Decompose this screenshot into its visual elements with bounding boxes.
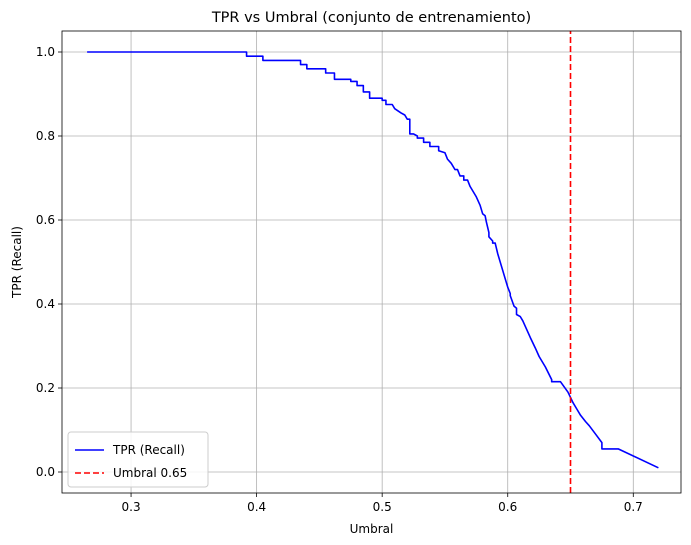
y-tick-label: 0.0 (36, 465, 55, 479)
chart-title: TPR vs Umbral (conjunto de entrenamiento… (211, 10, 531, 26)
series-line-tpr (87, 51, 659, 469)
legend: TPR (Recall) Umbral 0.65 (67, 431, 209, 488)
y-tick-label: 0.4 (36, 297, 55, 311)
y-tick-label: 0.2 (36, 381, 55, 395)
y-axis-title: TPR (Recall) (10, 226, 24, 299)
ticks: 0.3 0.4 0.5 0.6 0.7 0.0 0.2 0.4 0.6 0.8 1.0 (36, 45, 643, 514)
x-tick-label: 0.5 (373, 500, 392, 514)
x-tick-label: 0.7 (624, 500, 643, 514)
x-tick-label: 0.4 (247, 500, 266, 514)
y-tick-label: 1.0 (36, 45, 55, 59)
series-layer (87, 31, 659, 493)
grid (62, 31, 681, 493)
legend-label-threshold: Umbral 0.65 (113, 466, 187, 480)
x-axis-title: Umbral (350, 522, 394, 536)
y-tick-label: 0.8 (36, 129, 55, 143)
legend-label-tpr: TPR (Recall) (112, 443, 185, 457)
plot-frame (61, 30, 682, 494)
x-tick-label: 0.6 (498, 500, 517, 514)
y-tick-label: 0.6 (36, 213, 55, 227)
x-tick-label: 0.3 (122, 500, 141, 514)
